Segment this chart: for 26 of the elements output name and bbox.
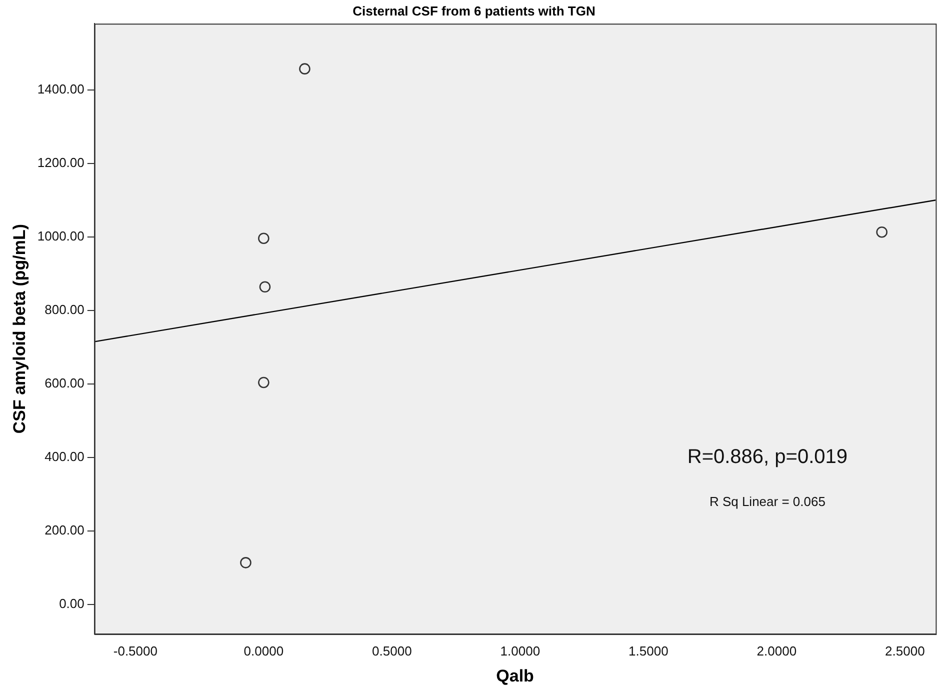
x-tick-label: 1.5000 <box>628 643 668 658</box>
y-tick-label: 1200.00 <box>37 154 84 170</box>
x-tick-label: 0.0000 <box>244 643 284 658</box>
point <box>876 226 888 238</box>
point <box>299 63 310 74</box>
y-tick-label: 800.00 <box>44 302 84 317</box>
y-tick-label: 200.00 <box>44 522 84 538</box>
point <box>259 281 271 293</box>
y-tick-label: 600.00 <box>44 376 84 391</box>
annotation: R=0.886, p=0.019 <box>687 446 848 468</box>
x-tick-label: -0.5000 <box>113 643 158 658</box>
y-tick-label: 400.00 <box>44 449 84 464</box>
x-tick-label: 2.5000 <box>885 643 925 658</box>
point <box>240 557 252 568</box>
x-tick-label: 0.5000 <box>372 643 412 658</box>
y-tick-label: 0.00 <box>59 596 84 612</box>
y-tick-label: 1000.00 <box>37 228 84 244</box>
annotation: R Sq Linear = 0.065 <box>709 494 826 509</box>
chart-title: Cisternal CSF from 6 patients with TGN <box>352 3 596 18</box>
point <box>258 232 270 244</box>
x-tick-label: 2.0000 <box>756 643 797 658</box>
point <box>258 376 270 388</box>
x-axis-title: Qalb <box>496 666 534 686</box>
x-tick-label: 1.0000 <box>500 643 540 658</box>
y-axis-title: CSF amyloid beta (pg/mL) <box>10 224 29 434</box>
y-tick-label: 1400.00 <box>37 81 84 96</box>
